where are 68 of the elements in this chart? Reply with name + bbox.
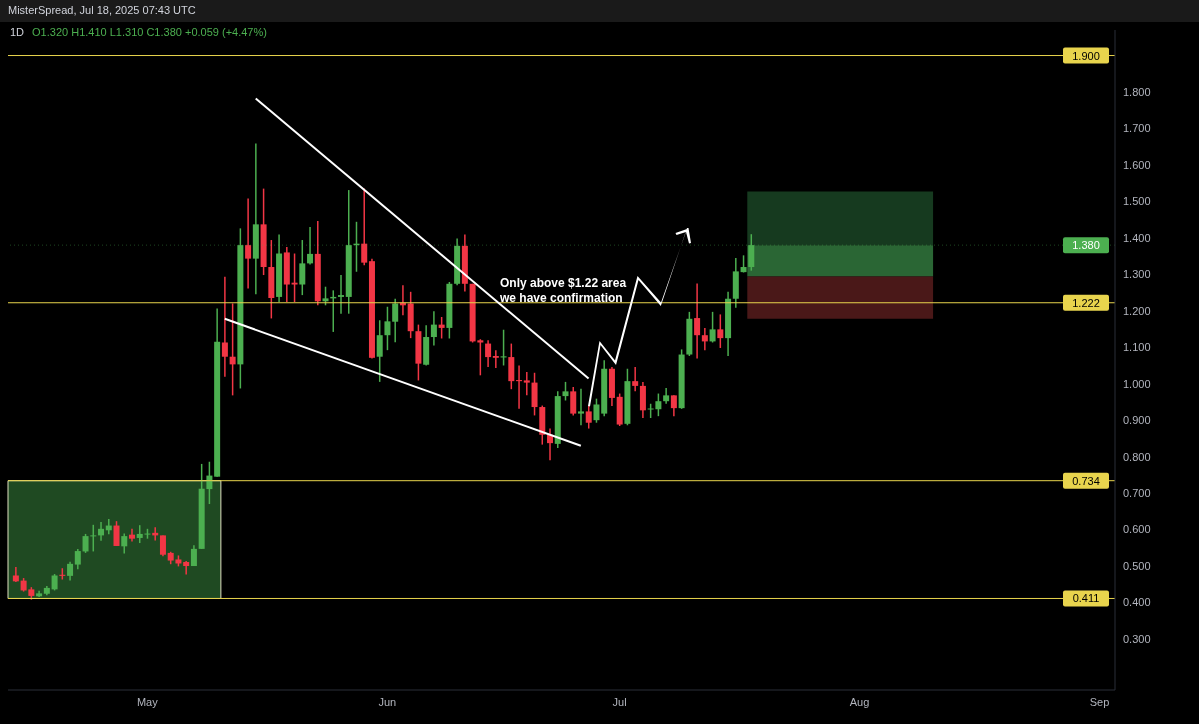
candlestick	[485, 339, 492, 368]
ref-line-label: 0.734	[1072, 474, 1100, 487]
y-tick-label: 0.900	[1123, 414, 1151, 427]
y-tick-label: 1.300	[1123, 268, 1151, 281]
y-tick-label: 0.400	[1123, 596, 1151, 609]
candlestick	[585, 404, 592, 430]
candlestick	[748, 233, 755, 272]
y-tick-label: 1.000	[1123, 377, 1151, 390]
candlestick	[593, 397, 600, 424]
candlestick	[570, 386, 577, 417]
candlestick	[307, 226, 314, 266]
candlestick	[291, 252, 298, 303]
x-tick-label: Jul	[612, 695, 627, 708]
candlestick	[98, 521, 105, 542]
candlestick	[492, 349, 499, 369]
x-tick-label: May	[136, 695, 159, 708]
candlestick	[384, 306, 391, 351]
x-tick-label: Jun	[378, 695, 397, 708]
candlestick	[121, 532, 128, 555]
candlestick	[74, 548, 81, 571]
y-tick-label: 1.500	[1123, 195, 1151, 208]
candlestick	[670, 394, 677, 417]
annotation: Only above $1.22 area we have confirmation	[500, 276, 627, 306]
candlestick	[245, 197, 252, 290]
candlestick	[90, 524, 97, 553]
candlestick	[183, 560, 190, 576]
y-tick-label: 1.400	[1123, 231, 1151, 244]
text: MisterSpread, Jul 18, 2025 07:43 UTC	[8, 4, 196, 16]
candlestick	[632, 366, 639, 393]
ref-line-label: 1.222	[1072, 296, 1100, 309]
candlestick	[577, 388, 584, 427]
chart-title: 1D	[10, 26, 25, 38]
candlestick	[113, 520, 120, 547]
y-tick-label: 1.200	[1123, 304, 1151, 317]
y-tick-label: 0.700	[1123, 487, 1151, 499]
chart-subtitle: O1.320 H1.410 L1.310 C1.380 +0.059 (+4.47%)	[32, 26, 267, 38]
candlestick	[128, 528, 135, 543]
candlestick	[221, 276, 228, 378]
candlestick	[701, 327, 708, 351]
candlestick	[430, 310, 437, 347]
candlestick	[322, 285, 329, 307]
candlestick	[438, 316, 445, 340]
candlestick	[392, 297, 399, 343]
candlestick	[159, 534, 166, 557]
candlestick	[717, 313, 724, 349]
ref-line-label: 0.411	[1072, 592, 1100, 605]
x-tick-label: Aug	[849, 695, 870, 708]
x-tick-label: Sep	[1089, 695, 1110, 708]
candlestick	[523, 371, 530, 397]
y-tick-label: 1.100	[1123, 341, 1151, 354]
candlestick	[299, 239, 306, 296]
candlestick	[82, 533, 89, 554]
y-tick-label: 1.600	[1123, 158, 1151, 171]
candlestick	[694, 282, 701, 360]
y-tick-label: 0.500	[1123, 559, 1151, 572]
candlestick	[709, 311, 716, 344]
candlestick	[338, 274, 344, 315]
ref-line-label: 1.900	[1072, 49, 1100, 62]
candlestick	[67, 560, 74, 582]
y-tick-label: 1.800	[1123, 85, 1151, 98]
candlestick	[229, 302, 236, 397]
y-tick-label: 0.800	[1123, 450, 1151, 463]
candlestick	[562, 381, 569, 402]
y-tick-label: 0.600	[1123, 523, 1151, 536]
y-tick-label: 0.300	[1123, 632, 1151, 645]
ref-line-label: 1.380	[1072, 239, 1100, 252]
y-tick-label: 1.700	[1123, 122, 1151, 135]
candlestick	[376, 319, 383, 383]
